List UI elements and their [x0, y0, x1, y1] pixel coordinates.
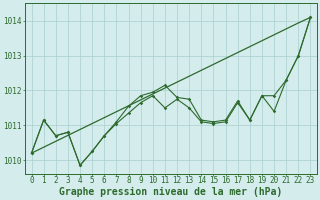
X-axis label: Graphe pression niveau de la mer (hPa): Graphe pression niveau de la mer (hPa): [60, 186, 283, 197]
